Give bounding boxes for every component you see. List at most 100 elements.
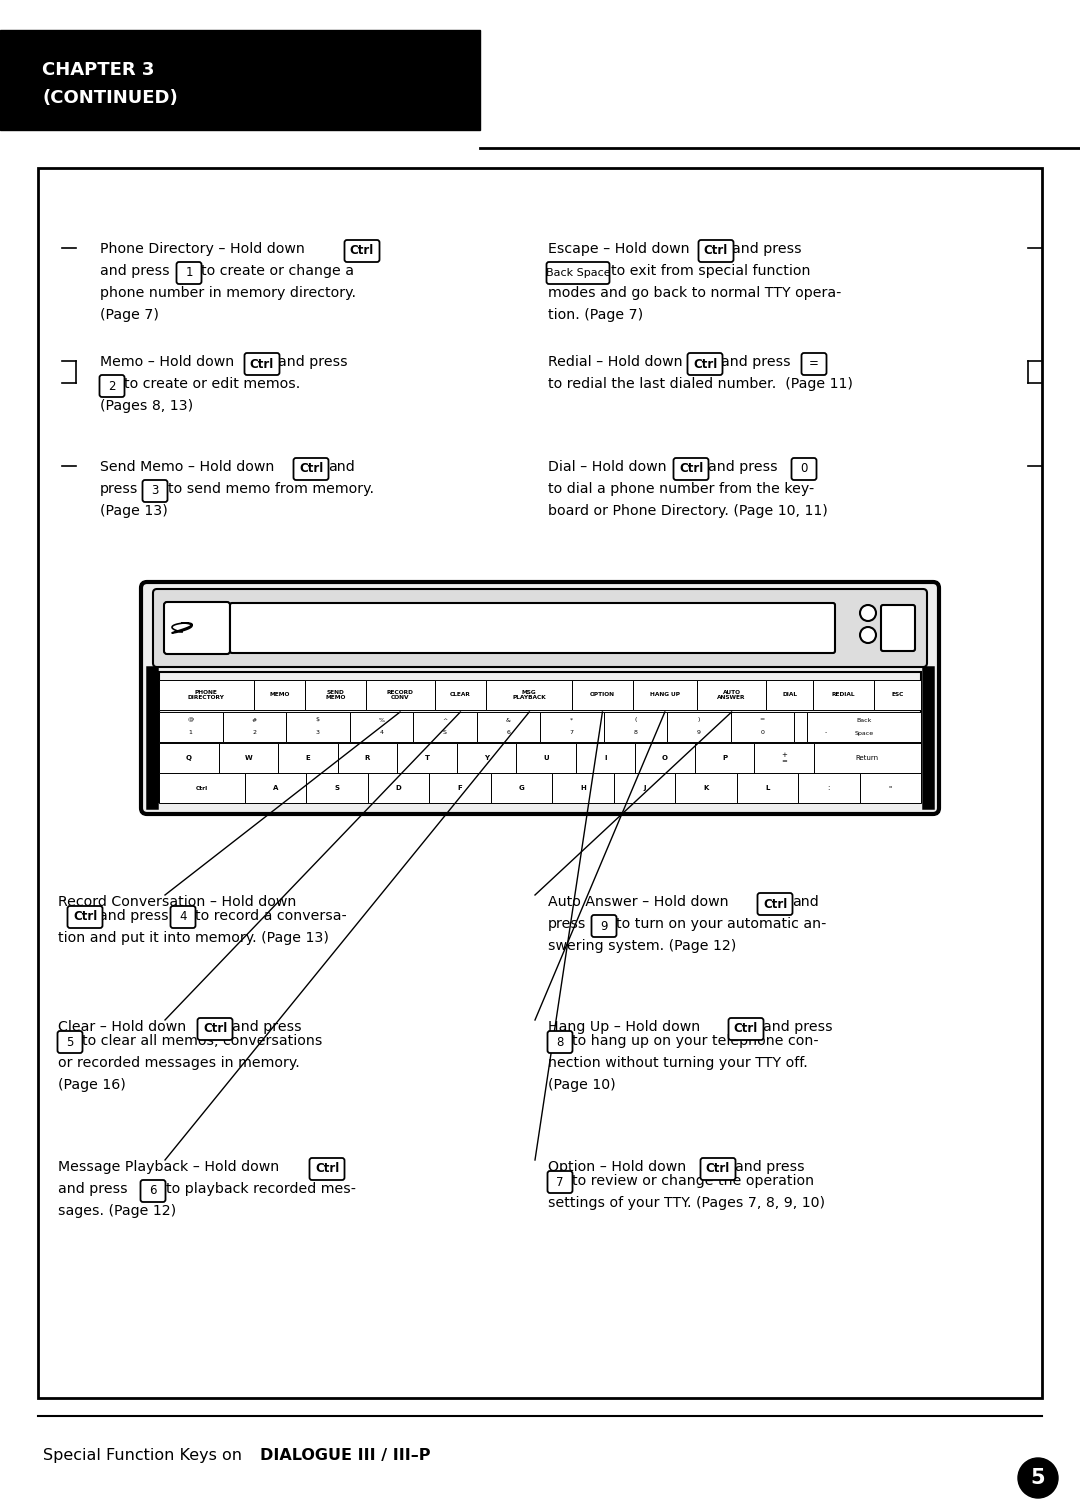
Text: REDIAL: REDIAL [832,692,855,697]
Text: 6: 6 [507,730,510,735]
Text: Ctrl: Ctrl [706,1163,730,1175]
Bar [457,742,516,773]
FancyBboxPatch shape [294,458,328,479]
Bar [307,773,368,803]
Text: Send Memo – Hold down: Send Memo – Hold down [100,460,274,473]
Text: to create or change a: to create or change a [201,265,354,278]
Text: Clear – Hold down: Clear – Hold down [58,1021,186,1034]
Text: AUTO
ANSWER: AUTO ANSWER [717,689,746,700]
Text: Ctrl: Ctrl [762,898,787,910]
Text: J: J [644,785,646,791]
Text: Message Playback – Hold down: Message Playback – Hold down [58,1160,280,1173]
Bar [552,773,613,803]
Bar [430,773,490,803]
FancyBboxPatch shape [729,1018,764,1040]
Text: Return: Return [855,754,879,761]
Text: Phone Directory – Hold down: Phone Directory – Hold down [100,242,305,256]
Text: Hang Up – Hold down: Hang Up – Hold down [548,1021,700,1034]
Text: settings of your TTY. (Pages 7, 8, 9, 10): settings of your TTY. (Pages 7, 8, 9, 10… [548,1196,825,1210]
Bar [397,742,457,773]
Text: press: press [100,482,138,496]
Bar [814,742,921,773]
Text: DIALOGUE III / III–P: DIALOGUE III / III–P [260,1448,431,1464]
Bar [798,773,860,803]
Bar [338,742,397,773]
Text: 0: 0 [760,730,765,735]
Bar [540,712,604,742]
Bar [766,680,813,711]
Text: and: and [328,460,354,473]
Text: -: - [825,730,827,735]
Text: sages. (Page 12): sages. (Page 12) [58,1204,176,1219]
Bar [813,680,874,711]
Text: (Page 7): (Page 7) [100,308,159,322]
Bar [737,773,798,803]
Text: nection without turning your TTY off.: nection without turning your TTY off. [548,1055,808,1070]
Text: 4: 4 [379,730,383,735]
FancyBboxPatch shape [198,1018,232,1040]
Text: 8: 8 [556,1036,564,1048]
Text: RECORD
CONV: RECORD CONV [387,689,414,700]
Text: (Page 10): (Page 10) [548,1078,616,1092]
FancyBboxPatch shape [244,352,280,375]
Bar [278,742,338,773]
Text: to dial a phone number from the key-: to dial a phone number from the key- [548,482,814,496]
Text: ): ) [698,718,700,723]
Text: Ctrl: Ctrl [704,245,728,257]
Text: Y: Y [484,754,489,761]
Text: OPTION: OPTION [590,692,615,697]
Text: L: L [766,785,770,791]
Text: 9: 9 [697,730,701,735]
Text: Ctrl: Ctrl [693,357,717,370]
Circle shape [860,627,876,643]
Text: CLEAR: CLEAR [450,692,471,697]
Text: D: D [395,785,402,791]
Text: to send memo from memory.: to send memo from memory. [168,482,374,496]
Text: E: E [306,754,310,761]
Text: K: K [703,785,708,791]
FancyBboxPatch shape [57,1031,82,1052]
Text: W: W [244,754,252,761]
Bar [368,773,430,803]
Text: R: R [365,754,370,761]
Text: phone number in memory directory.: phone number in memory directory. [100,286,356,299]
Text: Record Conversation – Hold down: Record Conversation – Hold down [58,895,296,909]
Text: SEND
MEMO: SEND MEMO [325,689,346,700]
Bar [730,712,794,742]
Bar [413,712,476,742]
Text: =: = [759,718,765,723]
Text: :: : [827,785,831,791]
Text: to create or edit memos.: to create or edit memos. [124,376,300,392]
Text: 2: 2 [108,380,116,393]
FancyBboxPatch shape [310,1158,345,1179]
Text: (: ( [634,718,636,723]
Bar [572,680,633,711]
FancyBboxPatch shape [140,1179,165,1202]
FancyBboxPatch shape [801,352,826,375]
Text: and: and [792,895,819,909]
Text: 3: 3 [151,484,159,497]
FancyBboxPatch shape [176,262,202,284]
Text: Q: Q [186,754,192,761]
Text: 0: 0 [800,463,808,475]
Text: 5: 5 [66,1036,73,1048]
Text: 6: 6 [149,1184,157,1198]
FancyBboxPatch shape [345,240,379,262]
Text: Ctrl: Ctrl [195,786,208,791]
Text: 1: 1 [189,730,192,735]
Text: and press: and press [708,460,778,473]
FancyBboxPatch shape [757,894,793,915]
Bar [38,168,1042,1399]
Text: %: % [378,718,384,723]
Bar [694,742,754,773]
Bar [794,712,858,742]
Bar [159,712,222,742]
Bar [159,680,254,711]
Text: 9: 9 [600,919,608,933]
Text: HANG UP: HANG UP [650,692,679,697]
Bar [350,712,413,742]
Text: Escape – Hold down: Escape – Hold down [548,242,690,256]
Text: Ctrl: Ctrl [679,463,703,475]
Bar [807,712,921,742]
Text: (Page 16): (Page 16) [58,1078,125,1092]
